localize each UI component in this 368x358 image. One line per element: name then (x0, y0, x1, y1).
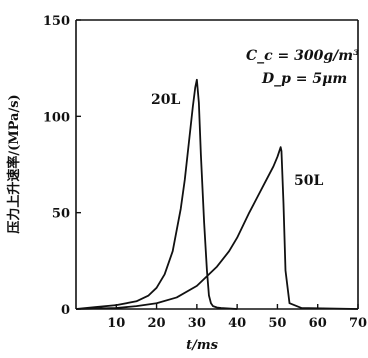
x-tick-label: 40 (228, 316, 246, 331)
y-tick-label: 150 (43, 14, 70, 29)
x-axis-title: t/ms (186, 338, 219, 353)
annotation-diameter: D_p = 5μm (261, 71, 347, 87)
annotation-concentration: C_c = 300g/m³ (246, 48, 359, 64)
series-layer (75, 78, 359, 310)
x-tick-label: 60 (309, 316, 327, 331)
y-axis-title: 压力上升速率/(MPa/s) (6, 94, 22, 233)
x-tick-label: 10 (107, 316, 125, 331)
y-tick-label: 0 (61, 303, 70, 318)
series-line-20l (75, 78, 238, 310)
x-tick-label: 20 (148, 316, 166, 331)
series-label-50l: 50L (294, 173, 323, 189)
y-tick-label: 50 (52, 207, 70, 222)
x-tick-label: 50 (268, 316, 286, 331)
series-label-20l: 20L (151, 92, 180, 108)
x-ticks: 10 20 30 40 50 60 70 (107, 304, 367, 331)
y-tick-label: 100 (43, 110, 70, 125)
series-line-50l (75, 146, 359, 310)
y-ticks: 0 50 100 150 (43, 14, 81, 318)
x-tick-label: 30 (188, 316, 206, 331)
x-tick-label: 70 (349, 316, 367, 331)
